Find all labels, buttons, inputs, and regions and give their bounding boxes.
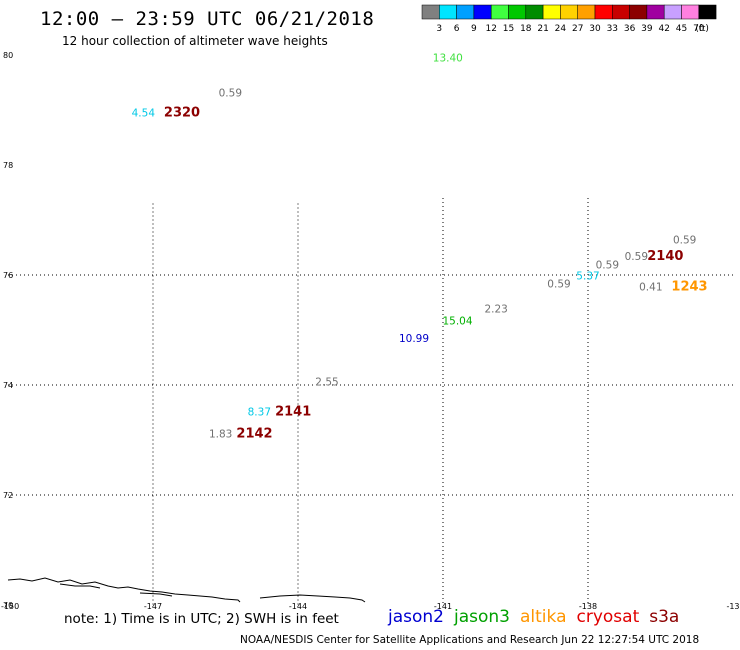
colorbar-tick-label: 21	[537, 24, 548, 34]
satellite-legend: jason2 jason3 altika cryosat s3a	[388, 607, 689, 627]
colorbar-unit: (ft)	[695, 24, 709, 34]
wave-height-label: 0.59	[596, 259, 619, 271]
colorbar-tick-label: 36	[624, 24, 636, 34]
colorbar-swatch	[456, 4, 475, 20]
wave-height-label: 0.59	[673, 235, 696, 247]
colorbar-swatch	[525, 4, 544, 20]
colorbar-swatch	[698, 4, 717, 20]
colorbar-swatch	[421, 4, 440, 20]
longitude-label: -13	[726, 602, 739, 611]
colorbar-swatch	[646, 4, 665, 20]
colorbar-legend: 3 6 9 12 15 18 21 24 27 30 33 36 39 42 45 70(ft)	[421, 4, 717, 34]
colorbar-tick-label: 18	[520, 24, 532, 34]
satellite-legend-jason3: jason3	[454, 607, 510, 627]
latitude-label: 72	[3, 491, 13, 500]
track-id-label: 2140	[647, 249, 683, 264]
coastline-path	[259, 594, 366, 603]
colorbar-tick-label: 9	[471, 24, 477, 34]
colorbar-swatch	[508, 4, 527, 20]
colorbar-swatch	[439, 4, 457, 20]
colorbar-tick-label: 6	[454, 24, 460, 34]
latitude-label: 74	[3, 381, 13, 390]
wave-height-label: 2.23	[484, 303, 507, 315]
colorbar-tick-label: 30	[589, 24, 601, 34]
colorbar-swatch	[490, 4, 509, 20]
longitude-label: -144	[289, 602, 307, 611]
wave-height-label: 13.40	[433, 53, 463, 65]
colorbar-tick-label: 70	[693, 24, 705, 34]
coastline	[7, 577, 366, 603]
colorbar-swatch	[577, 4, 596, 20]
coastline-path	[7, 577, 241, 603]
wave-height-label: 2.55	[315, 377, 338, 389]
footer-credit: NOAA/NESDIS Center for Satellite Applica…	[240, 634, 700, 646]
satellite-legend-altika: altika	[520, 607, 567, 627]
colorbar-swatch	[594, 4, 613, 20]
longitude-label: -141	[434, 602, 452, 611]
satellite-legend-cryosat: cryosat	[576, 607, 640, 627]
colorbar-tick-label: 39	[641, 24, 653, 34]
colorbar-swatch	[612, 4, 630, 20]
colorbar-tick-label: 24	[555, 24, 567, 34]
satellite-legend-jason2: jason2	[388, 607, 444, 627]
colorbar-tick-label: 42	[658, 24, 669, 34]
wave-height-label: 0.59	[219, 87, 242, 99]
colorbar-tick-label: 15	[503, 24, 514, 34]
coastline-path	[59, 583, 173, 597]
wave-height-label: 0.59	[547, 279, 570, 291]
colorbar-swatch	[629, 4, 648, 20]
map-grid: 80 78 76 74 72 70-150 -147 -144 -141 -138 -13	[1, 51, 740, 611]
wave-height-label: 15.04	[442, 316, 472, 328]
track-id-label: 1243	[671, 279, 707, 294]
colorbar-tick-label: 27	[572, 24, 583, 34]
colorbar-swatch	[560, 4, 578, 20]
map-title: 12:00 – 23:59 UTC 06/21/2018	[40, 8, 375, 30]
colorbar-tick-label: 12	[485, 24, 496, 34]
satellite-legend-s3a: s3a	[649, 607, 680, 627]
colorbar-swatch	[542, 4, 561, 20]
map-subtitle: 12 hour collection of altimeter wave hei…	[62, 34, 328, 48]
latitude-label: 70	[3, 601, 13, 610]
footer-note: note: 1) Time is in UTC; 2) SWH is in fe…	[64, 611, 339, 627]
wave-height-label: 10.99	[399, 333, 429, 345]
track-id-label: 2141	[275, 404, 311, 419]
colorbar-swatch	[681, 4, 700, 20]
wave-height-label: 4.54	[132, 108, 156, 120]
observations-layer: 13.400.594.54 23200.5921400.590.595.370.5…	[132, 53, 708, 442]
wave-height-label: 0.59	[625, 251, 648, 263]
wave-height-label: 8.37	[248, 406, 271, 418]
latitude-label: 80	[3, 51, 13, 60]
colorbar-tick-label: 45	[676, 24, 687, 34]
colorbar-tick-label: 3	[436, 24, 442, 34]
longitude-label: -147	[144, 602, 162, 611]
longitude-label: -138	[579, 602, 597, 611]
latitude-label: 78	[3, 161, 13, 170]
wave-height-label: 1.83	[209, 428, 232, 440]
colorbar-swatch	[473, 4, 492, 20]
wave-height-label: 0.41	[639, 281, 662, 293]
track-id-label: 2142	[236, 426, 272, 441]
track-id-label: 2320	[164, 106, 200, 121]
longitude-label: -150	[1, 602, 19, 611]
wave-height-label: 5.37	[576, 270, 599, 282]
colorbar-tick-label: 33	[607, 24, 618, 34]
colorbar-swatch	[663, 4, 682, 20]
latitude-label: 76	[3, 271, 13, 280]
